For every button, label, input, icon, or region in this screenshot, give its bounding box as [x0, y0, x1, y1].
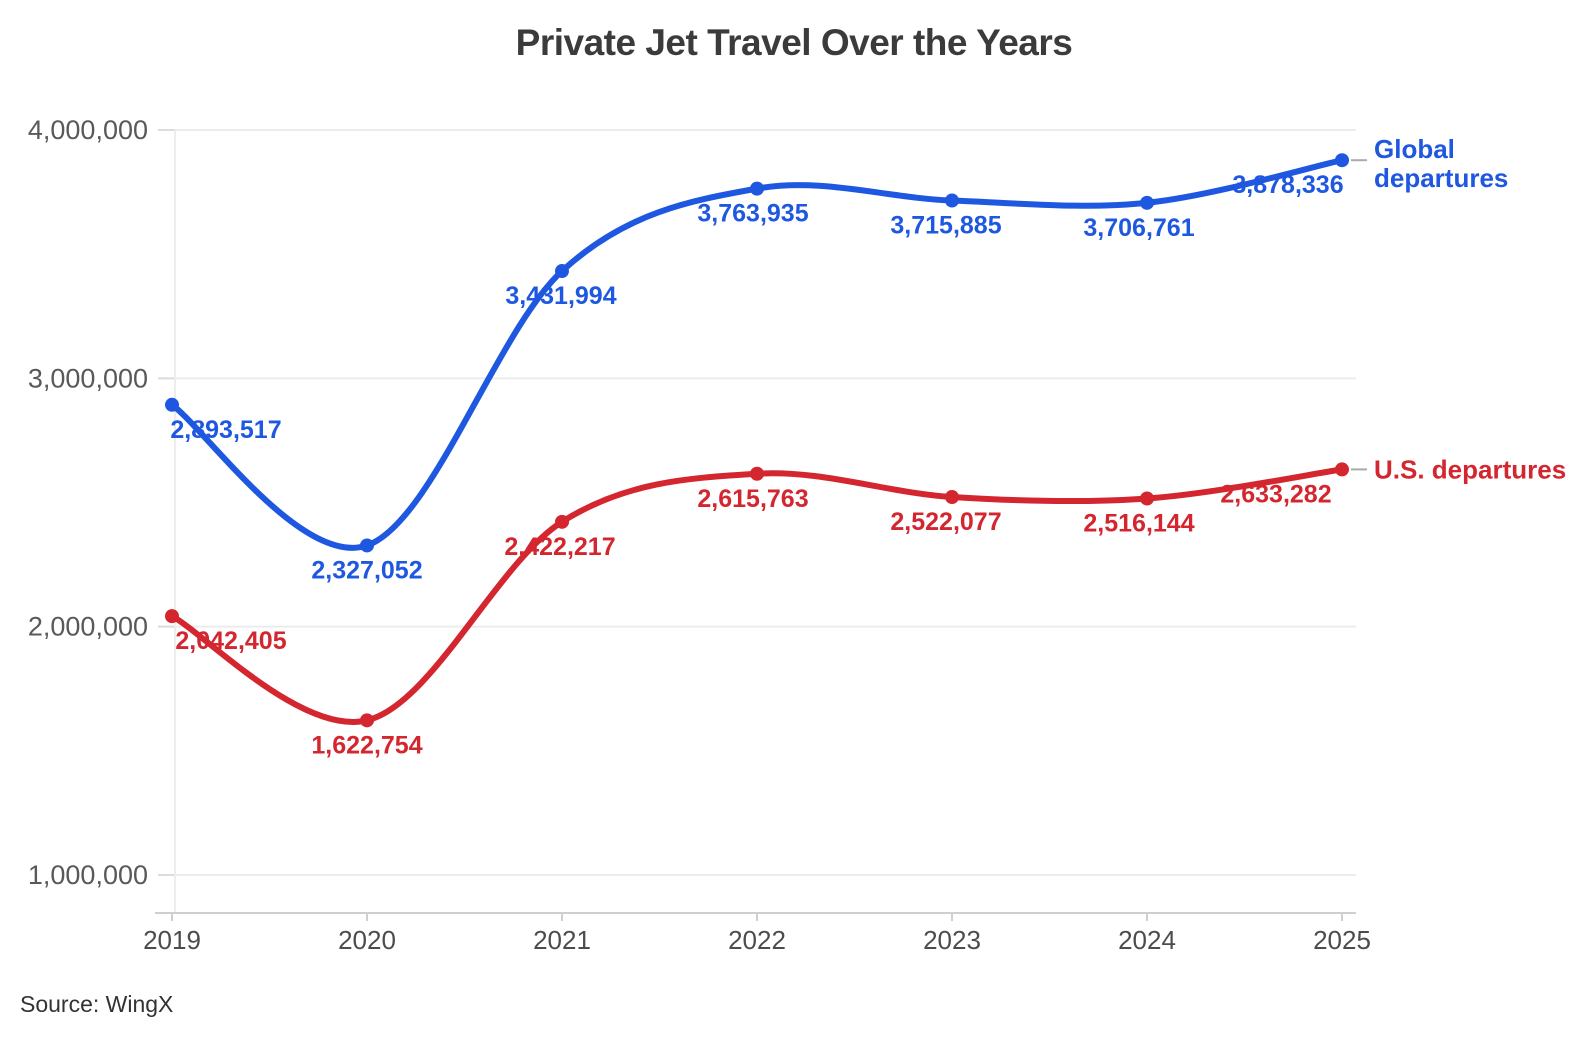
data-point-u-s-departures — [750, 466, 764, 481]
data-point-u-s-departures — [1335, 462, 1349, 477]
data-point-u-s-departures — [165, 609, 179, 624]
x-tick-label: 2023 — [923, 925, 981, 955]
data-label-global-departures: 3,715,885 — [890, 212, 1001, 240]
chart-title: Private Jet Travel Over the Years — [515, 22, 1073, 63]
data-label-global-departures: 3,431,994 — [505, 282, 616, 310]
x-tick-label: 2019 — [143, 925, 201, 955]
x-tick-label: 2022 — [728, 925, 786, 955]
data-label-u-s-departures: 2,633,282 — [1220, 480, 1331, 508]
data-label-u-s-departures: 2,615,763 — [697, 485, 808, 513]
x-tick-label: 2024 — [1118, 925, 1176, 955]
data-label-global-departures: 2,893,517 — [170, 416, 281, 444]
data-point-global-departures — [165, 397, 179, 412]
data-point-global-departures — [555, 264, 569, 279]
y-tick-label: 4,000,000 — [28, 115, 148, 145]
data-label-global-departures: 2,327,052 — [311, 556, 422, 584]
data-point-u-s-departures — [555, 514, 569, 529]
data-point-global-departures — [360, 538, 374, 553]
y-tick-label: 1,000,000 — [28, 860, 148, 890]
data-point-u-s-departures — [360, 713, 374, 728]
x-tick-label: 2025 — [1313, 925, 1371, 955]
x-tick-label: 2021 — [533, 925, 591, 955]
data-point-u-s-departures — [1140, 491, 1154, 506]
data-label-u-s-departures: 2,422,217 — [504, 533, 615, 561]
data-label-global-departures: 3,763,935 — [697, 200, 808, 228]
data-label-u-s-departures: 2,516,144 — [1083, 509, 1194, 537]
data-point-global-departures — [1140, 195, 1154, 210]
y-tick-label: 2,000,000 — [28, 612, 148, 642]
data-point-global-departures — [1335, 153, 1349, 168]
data-label-u-s-departures: 1,622,754 — [311, 731, 422, 759]
data-point-global-departures — [750, 181, 764, 196]
data-label-u-s-departures: 2,042,405 — [175, 627, 286, 655]
data-point-u-s-departures — [945, 490, 959, 505]
legend-global-departures: Global — [1374, 134, 1455, 164]
legend-u-s-departures: U.S. departures — [1374, 454, 1566, 484]
source-credit: Source: WingX — [20, 991, 174, 1017]
y-tick-label: 3,000,000 — [28, 363, 148, 393]
legend-global-departures: departures — [1374, 163, 1508, 193]
x-tick-label: 2020 — [338, 925, 396, 955]
data-label-u-s-departures: 2,522,077 — [890, 508, 1001, 536]
data-label-global-departures: 3,706,761 — [1083, 214, 1194, 242]
data-point-global-departures — [945, 193, 959, 208]
data-label-global-departures: 3,878,336 — [1232, 171, 1343, 199]
